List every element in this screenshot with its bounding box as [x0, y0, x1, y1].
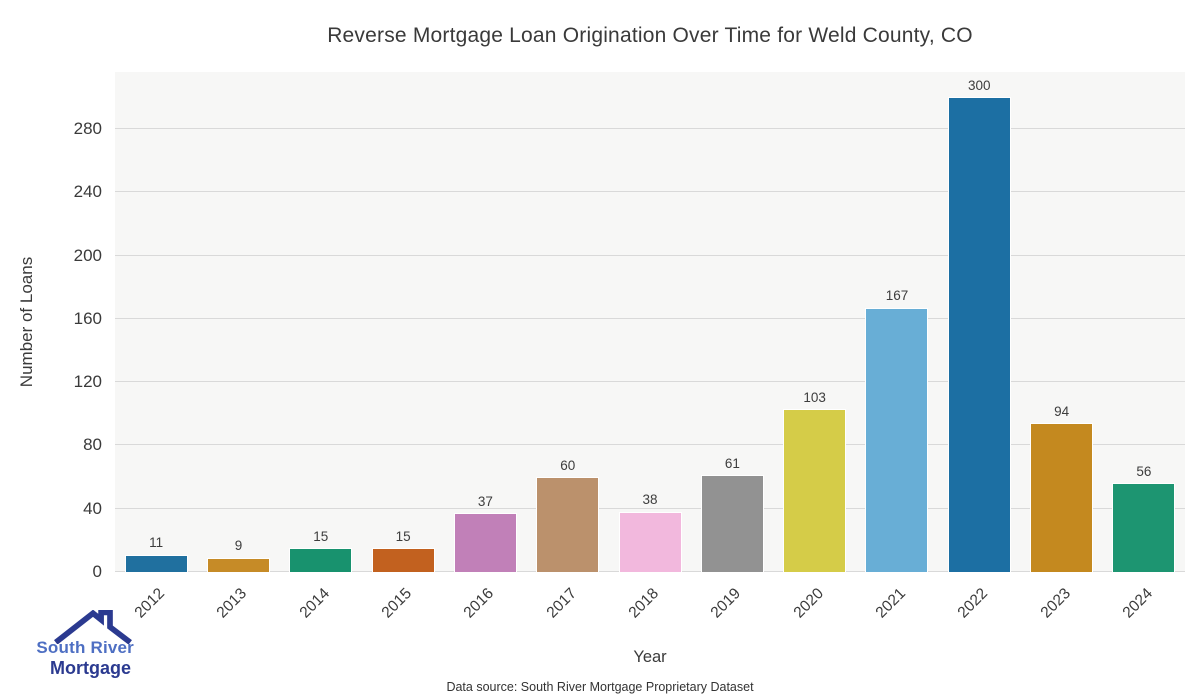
bar-2012	[124, 554, 188, 572]
x-tick-label: 2020	[790, 585, 827, 622]
bar-value-label: 37	[477, 493, 493, 509]
bar-slot: 38	[609, 72, 691, 572]
bar-value-label: 94	[1054, 403, 1070, 419]
x-tick-slot: 2018	[609, 575, 691, 637]
x-tick-slot: 2017	[527, 575, 609, 637]
y-tick-label: 160	[73, 308, 102, 328]
south-river-mortgage-logo: South River Mortgage	[16, 610, 138, 680]
bar-value-label: 38	[642, 492, 658, 508]
x-tick-label: 2013	[214, 585, 251, 622]
x-tick-slot: 2014	[280, 575, 362, 637]
x-tick-slot: 2013	[197, 575, 279, 637]
bar-2021	[865, 307, 929, 572]
bar-slots: 11 9 15 15 37 60 38 61 103 167 300 94 56	[115, 72, 1185, 572]
x-tick-slot: 2022	[938, 575, 1020, 637]
bar-slot: 15	[362, 72, 444, 572]
x-tick-label: 2021	[872, 585, 909, 622]
bar-2019	[700, 475, 764, 572]
bar-value-label: 103	[803, 389, 826, 405]
y-axis-ticks: 0 40 80 120 160 200 240 280	[0, 72, 102, 580]
x-tick-label: 2024	[1119, 585, 1156, 622]
data-source-note: Data source: South River Mortgage Propri…	[446, 680, 754, 694]
x-tick-slot: 2019	[691, 575, 773, 637]
x-tick-label: 2019	[707, 585, 745, 622]
bar-slot: 94	[1020, 72, 1102, 572]
x-tick-slot: 2020	[774, 575, 856, 637]
bar-2018	[618, 511, 682, 572]
bar-value-label: 60	[560, 457, 576, 473]
x-tick-slot: 2024	[1103, 575, 1185, 637]
y-tick-label: 120	[73, 372, 102, 392]
gridline	[115, 507, 1185, 509]
x-tick-label: 2015	[378, 585, 416, 622]
y-tick-label: 40	[83, 498, 102, 518]
x-tick-slot: 2016	[444, 575, 526, 637]
y-tick-label: 80	[83, 435, 102, 455]
bar-slot: 56	[1103, 72, 1185, 572]
bar-slot: 60	[527, 72, 609, 572]
x-tick-slot: 2023	[1020, 575, 1102, 637]
x-tick-label: 2018	[625, 585, 663, 622]
chart-title: Reverse Mortgage Loan Origination Over T…	[327, 24, 973, 47]
bar-2022	[947, 97, 1011, 572]
x-axis-label: Year	[633, 648, 667, 666]
logo-text: South River Mortgage	[16, 638, 134, 678]
bar-value-label: 9	[234, 538, 243, 554]
y-tick-label: 280	[73, 118, 102, 138]
bar-2024	[1112, 483, 1176, 572]
logo-text-line1: South River	[36, 638, 134, 657]
x-tick-label: 2014	[296, 585, 333, 622]
bar-value-label: 61	[724, 455, 740, 471]
x-tick-label: 2023	[1037, 585, 1074, 622]
y-tick-label: 200	[73, 245, 102, 265]
gridline	[115, 317, 1185, 319]
bar-value-label: 56	[1136, 463, 1152, 479]
plot-area: 11 9 15 15 37 60 38 61 103 167 300 94 56	[115, 72, 1185, 572]
bar-2014	[289, 548, 353, 572]
bar-slot: 300	[938, 72, 1020, 572]
x-tick-slot: 2015	[362, 575, 444, 637]
bar-2017	[536, 477, 600, 572]
x-tick-label: 2016	[461, 585, 498, 622]
gridline	[115, 444, 1185, 446]
logo-text-line2: Mortgage	[50, 657, 131, 678]
y-tick-label: 240	[73, 182, 102, 202]
x-tick-label: 2017	[543, 585, 580, 622]
bar-value-label: 15	[395, 528, 411, 544]
bar-value-label: 15	[313, 528, 329, 544]
bar-slot: 167	[856, 72, 938, 572]
bar-slot: 37	[444, 72, 526, 572]
bar-2015	[371, 548, 435, 572]
bar-2016	[453, 513, 517, 572]
gridline	[115, 381, 1185, 383]
x-tick-label: 2022	[954, 585, 992, 622]
bar-slot: 103	[774, 72, 856, 572]
gridline	[115, 191, 1185, 193]
bar-value-label: 11	[149, 535, 164, 551]
bar-2013	[206, 557, 270, 572]
house-roof-icon	[54, 610, 132, 644]
bar-slot: 11	[115, 72, 197, 572]
bar-value-label: 167	[885, 288, 909, 304]
bar-value-label: 300	[968, 77, 991, 93]
bar-slot: 15	[280, 72, 362, 572]
y-tick-label: 0	[92, 562, 102, 581]
x-axis-ticks: 2012 2013 2014 2015 2016 2017 2018 2019 2020 2021…	[115, 575, 1185, 637]
bar-slot: 61	[691, 72, 773, 572]
bar-2020	[783, 409, 847, 572]
bar-slot: 9	[197, 72, 279, 572]
x-tick-slot: 2021	[856, 575, 938, 637]
gridline	[115, 127, 1185, 129]
gridline	[115, 254, 1185, 256]
bar-2023	[1030, 423, 1094, 572]
